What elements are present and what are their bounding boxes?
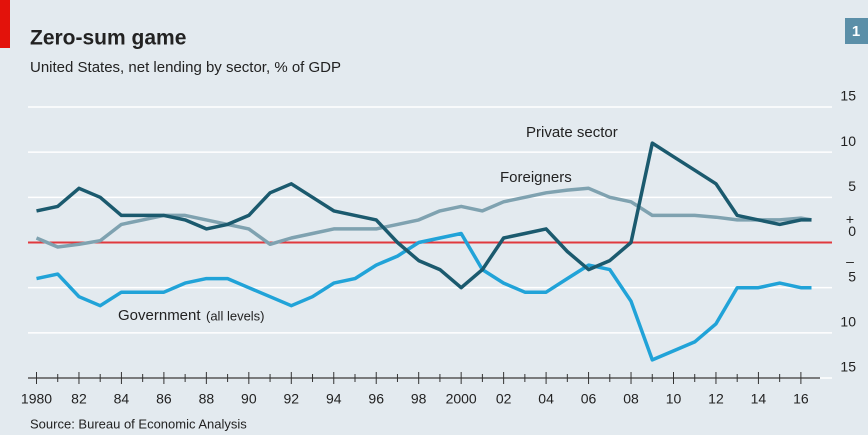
x-tick-label: 06 xyxy=(581,391,597,407)
x-tick-label: 98 xyxy=(411,391,427,407)
x-tick-label: 14 xyxy=(751,391,767,407)
red-tag xyxy=(0,0,10,48)
x-tick-label: 12 xyxy=(708,391,724,407)
y-tick-label: 15 xyxy=(840,359,856,375)
series-line xyxy=(36,141,812,290)
x-tick-label: 90 xyxy=(241,391,257,407)
y-tick-label: 15 xyxy=(840,88,856,104)
annotation: (all levels) xyxy=(206,308,265,323)
badge-box xyxy=(845,18,868,44)
x-tick-label: 96 xyxy=(368,391,384,407)
chart-title: Zero-sum game xyxy=(30,27,186,50)
chart-subtitle: United States, net lending by sector, % … xyxy=(30,59,341,76)
annotation: Private sector xyxy=(526,124,618,141)
x-tick-label: 10 xyxy=(666,391,682,407)
x-tick-label: 2000 xyxy=(446,391,477,407)
x-tick-label: 04 xyxy=(538,391,554,407)
x-tick-label: 02 xyxy=(496,391,512,407)
annotation: Foreigners xyxy=(500,169,572,186)
x-tick-label: 16 xyxy=(793,391,809,407)
y-tick-label: 5 xyxy=(848,268,856,284)
x-tick-label: 92 xyxy=(284,391,300,407)
y-tick-label: 10 xyxy=(840,133,856,149)
x-tick-label: 94 xyxy=(326,391,342,407)
x-tick-label: 86 xyxy=(156,391,172,407)
x-tick-label: 08 xyxy=(623,391,639,407)
x-tick-label: 82 xyxy=(71,391,87,407)
badge: 1 xyxy=(852,23,860,40)
y-sign: – xyxy=(846,253,854,269)
x-tick-label: 88 xyxy=(199,391,215,407)
y-tick-label: 0 xyxy=(848,223,856,239)
source: Source: Bureau of Economic Analysis xyxy=(30,416,247,431)
y-sign: + xyxy=(846,211,854,227)
x-tick-label: 84 xyxy=(114,391,130,407)
series-line xyxy=(36,231,812,362)
annotation: Government xyxy=(118,307,201,324)
x-tick-label: 1980 xyxy=(21,391,52,407)
y-tick-label: 5 xyxy=(848,178,856,194)
y-tick-label: 10 xyxy=(840,314,856,330)
